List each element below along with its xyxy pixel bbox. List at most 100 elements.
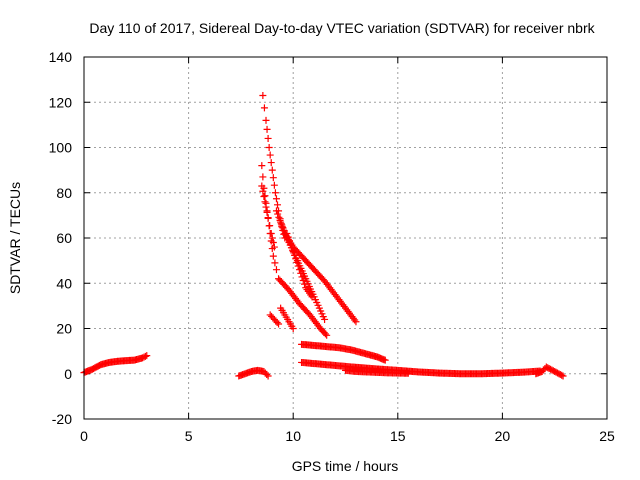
data-point (351, 316, 359, 324)
data-point (271, 189, 279, 197)
data-point (264, 372, 272, 380)
series-slow-decay-1 (298, 340, 389, 364)
data-point (270, 181, 278, 189)
data-point (308, 293, 316, 301)
y-tick-label: 20 (56, 321, 72, 337)
series-short-arc-f (277, 304, 297, 332)
data-point (272, 266, 280, 274)
series-steep-arc-3 (258, 182, 278, 251)
data-point (289, 325, 297, 332)
data-point (288, 244, 296, 252)
data-point (263, 208, 271, 216)
data-point (261, 198, 269, 206)
data-point (285, 237, 293, 245)
series-slow-decay-2 (298, 358, 544, 378)
y-tick-label: 140 (49, 49, 73, 65)
x-tick-label: 0 (80, 428, 88, 444)
data-point (298, 273, 306, 281)
data-point (283, 229, 291, 237)
chart-title: Day 110 of 2017, Sidereal Day-to-day VTE… (89, 20, 595, 36)
data-point (265, 144, 273, 151)
data-point (275, 213, 283, 221)
series-pre-peak-cluster (235, 366, 272, 380)
data-point (258, 162, 266, 170)
x-tick-label: 25 (599, 428, 615, 444)
series-flat-arc (342, 366, 412, 377)
data-point (262, 203, 270, 211)
data-point (352, 318, 360, 326)
series-early-arc (80, 352, 151, 377)
data-point (260, 193, 268, 201)
data-point (272, 195, 280, 203)
data-point (321, 330, 329, 338)
data-point (260, 104, 268, 112)
data-point (289, 248, 297, 256)
y-tick-label: 40 (56, 275, 72, 291)
data-point (404, 369, 412, 377)
data-point (270, 243, 278, 251)
data-point (299, 277, 307, 285)
series-short-arc-e (266, 311, 283, 328)
series-long-arc-a (272, 207, 360, 326)
series-late-cluster (532, 363, 567, 380)
y-tick-label: 0 (64, 366, 72, 382)
data-point (266, 222, 274, 230)
data-point (272, 207, 280, 215)
data-point (323, 331, 331, 339)
data-point (290, 251, 298, 259)
data-point (271, 259, 279, 267)
data-point (297, 269, 305, 277)
data-point (267, 159, 275, 167)
x-axis-label: GPS time / hours (292, 458, 399, 474)
data-point (259, 91, 267, 99)
data-point (263, 371, 271, 379)
data-point (268, 166, 276, 174)
series-long-arc-c (283, 229, 316, 301)
data-point (267, 229, 275, 237)
data-point (263, 125, 271, 133)
data-point (264, 214, 272, 222)
data-point (274, 210, 282, 218)
data-point (266, 151, 274, 159)
data-point (294, 262, 302, 270)
plot-frame (83, 56, 608, 420)
data-point (287, 240, 295, 248)
data-point (293, 258, 301, 266)
data-point (258, 182, 266, 190)
data-point (143, 352, 151, 360)
data-point (141, 352, 149, 360)
series-long-arc-d (275, 275, 331, 339)
data-point (273, 318, 281, 326)
data-point (268, 234, 276, 242)
y-tick-label: 120 (49, 94, 73, 110)
tick-labels: 0 5 10 15 20 25 -20 0 20 40 60 80 100 120 140 (49, 49, 615, 444)
data-point (381, 356, 389, 364)
x-tick-label: 20 (495, 428, 511, 444)
data-point (558, 371, 566, 379)
y-axis-label: SDTVAR / TECUs (7, 182, 23, 294)
data-point (295, 266, 303, 274)
y-tick-label: 60 (56, 230, 72, 246)
data-point (275, 320, 283, 328)
data-point (559, 372, 567, 380)
y-tick-label: 80 (56, 185, 72, 201)
data-point (292, 255, 300, 263)
series-steep-arc-1 (259, 91, 289, 242)
data-points (80, 91, 567, 380)
data-point (269, 239, 277, 247)
data-point (269, 252, 277, 260)
data-point (300, 280, 308, 288)
x-tick-label: 15 (390, 428, 406, 444)
data-point (264, 134, 272, 142)
data-point (284, 233, 292, 241)
data-point (262, 116, 270, 124)
y-tick-label: 100 (49, 140, 73, 156)
data-point (259, 173, 267, 181)
data-point (261, 192, 269, 200)
data-point (321, 315, 329, 323)
data-point (269, 174, 277, 182)
data-point (274, 201, 282, 209)
data-point (259, 187, 267, 195)
x-tick-label: 5 (185, 428, 193, 444)
